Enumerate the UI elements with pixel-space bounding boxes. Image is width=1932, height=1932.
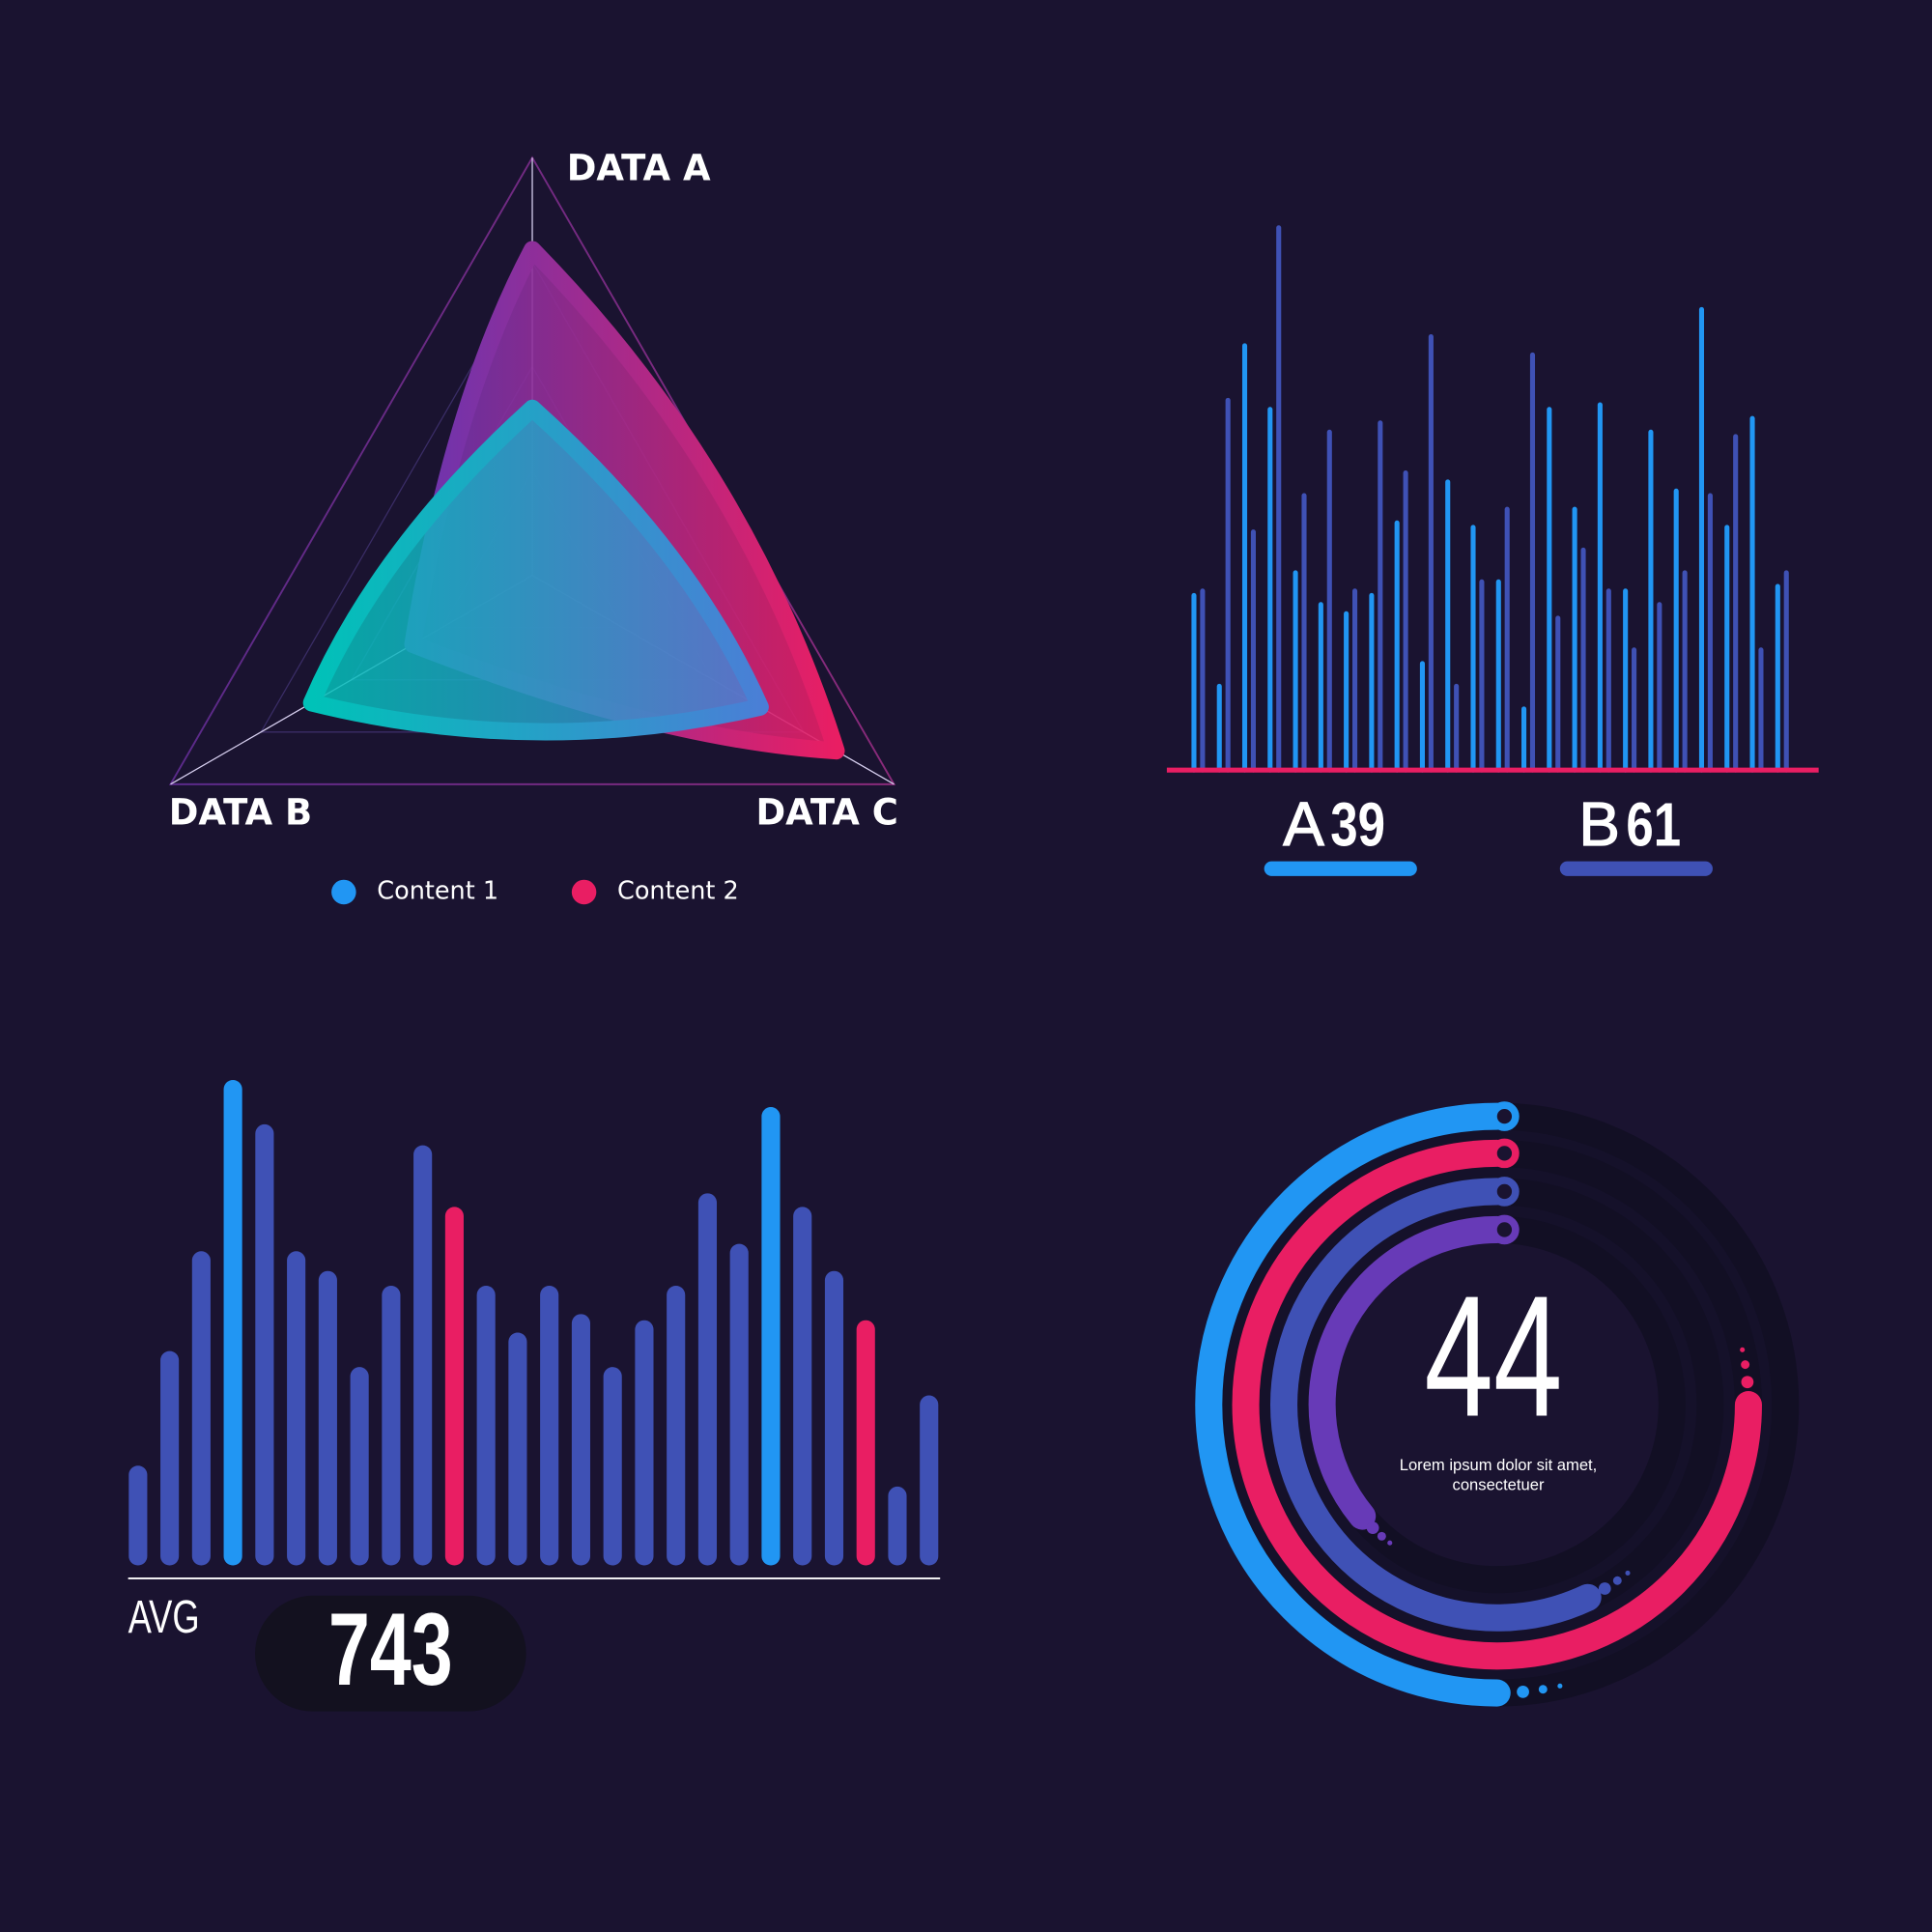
trail-dot — [1740, 1347, 1746, 1352]
center-value: 44 — [1424, 1260, 1562, 1453]
trail-dot — [1387, 1540, 1393, 1546]
avg-value: 743 — [328, 1590, 453, 1707]
trail-dot — [1377, 1531, 1386, 1541]
trail-dot — [1557, 1683, 1563, 1689]
legend-label: Content 2 — [617, 876, 739, 905]
legend-dot — [331, 879, 356, 905]
bar-knob — [1490, 1101, 1520, 1131]
radial-bar — [1232, 1139, 1762, 1670]
trail-dot — [1741, 1376, 1754, 1389]
series-total: 39 — [1330, 791, 1385, 860]
center-note: Lorem ipsum dolor sit amet, — [1400, 1456, 1598, 1474]
bar-knob — [1490, 1138, 1520, 1169]
trail-dot — [1538, 1685, 1548, 1694]
radial-bar — [1308, 1215, 1511, 1530]
avg-pill — [255, 1595, 526, 1712]
axis-label: DATA C — [755, 792, 897, 834]
legend-dot — [571, 879, 597, 905]
series-name: A — [1283, 789, 1324, 859]
trail-dot — [1517, 1685, 1529, 1698]
track-bg — [1201, 1108, 1793, 1701]
axis-label: DATA A — [567, 148, 711, 189]
trail-dot — [1598, 1582, 1611, 1595]
radial-bar — [1270, 1178, 1602, 1632]
series-name: B — [1578, 789, 1620, 859]
trail-dot — [1741, 1360, 1750, 1370]
bar-knob — [1490, 1177, 1520, 1207]
axis-label: DATA B — [169, 792, 312, 834]
radial-bar — [1195, 1102, 1511, 1707]
trail-dot — [1625, 1570, 1631, 1576]
radar-area — [302, 399, 769, 741]
bar-knob — [1490, 1214, 1520, 1245]
trail-dot — [1366, 1521, 1379, 1534]
center-note: consectetuer — [1453, 1476, 1545, 1494]
legend-label: Content 1 — [377, 876, 498, 905]
trail-dot — [1612, 1576, 1622, 1585]
avg-label: AVG — [128, 1591, 200, 1643]
series-total: 61 — [1626, 791, 1681, 860]
